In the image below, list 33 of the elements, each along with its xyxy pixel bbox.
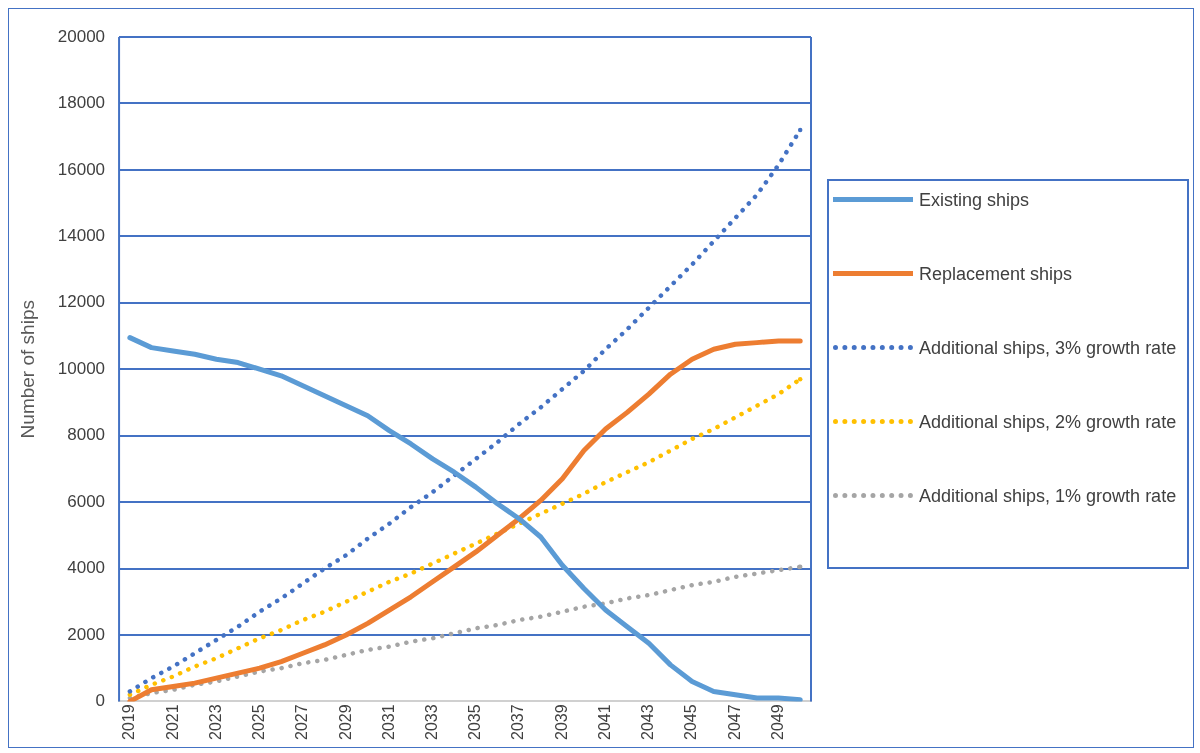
x-tick-label: 2035 [466,704,484,740]
y-tick-label: 4000 [67,558,106,578]
y-tick-label: 2000 [67,624,106,644]
x-tick-label: 2043 [639,704,657,740]
legend-label: Additional ships, 3% growth rate [919,337,1177,360]
y-tick-label: 20000 [57,26,106,46]
x-tick-label: 2025 [250,704,268,740]
y-tick-label: 10000 [57,358,106,378]
x-tick-label: 2049 [768,704,786,740]
x-tick-label: 2027 [293,704,311,740]
x-tick-label: 2041 [595,704,613,740]
x-tick-label: 2039 [552,704,570,740]
y-tick-label: 18000 [57,93,106,113]
x-tick-label: 2019 [120,704,138,740]
x-tick-label: 2021 [163,704,181,740]
x-tick-label: 2033 [423,704,441,740]
legend-label: Replacement ships [919,263,1073,286]
y-tick-label: 14000 [57,226,106,246]
y-tick-label: 0 [95,691,106,711]
y-tick-label: 6000 [67,491,106,511]
x-tick-label: 2037 [509,704,527,740]
y-tick-label: 16000 [57,159,106,179]
x-tick-label: 2031 [379,704,397,740]
x-tick-label: 2023 [206,704,224,740]
y-tick-label: 8000 [67,425,106,445]
x-tick-label: 2045 [682,704,700,740]
x-tick-label: 2047 [725,704,743,740]
y-axis-title: Number of ships [16,300,38,439]
legend-label: Additional ships, 2% growth rate [919,411,1177,434]
x-tick-label: 2029 [336,704,354,740]
legend-label: Additional ships, 1% growth rate [919,485,1177,508]
y-tick-label: 12000 [57,292,106,312]
legend-label: Existing ships [919,189,1030,212]
